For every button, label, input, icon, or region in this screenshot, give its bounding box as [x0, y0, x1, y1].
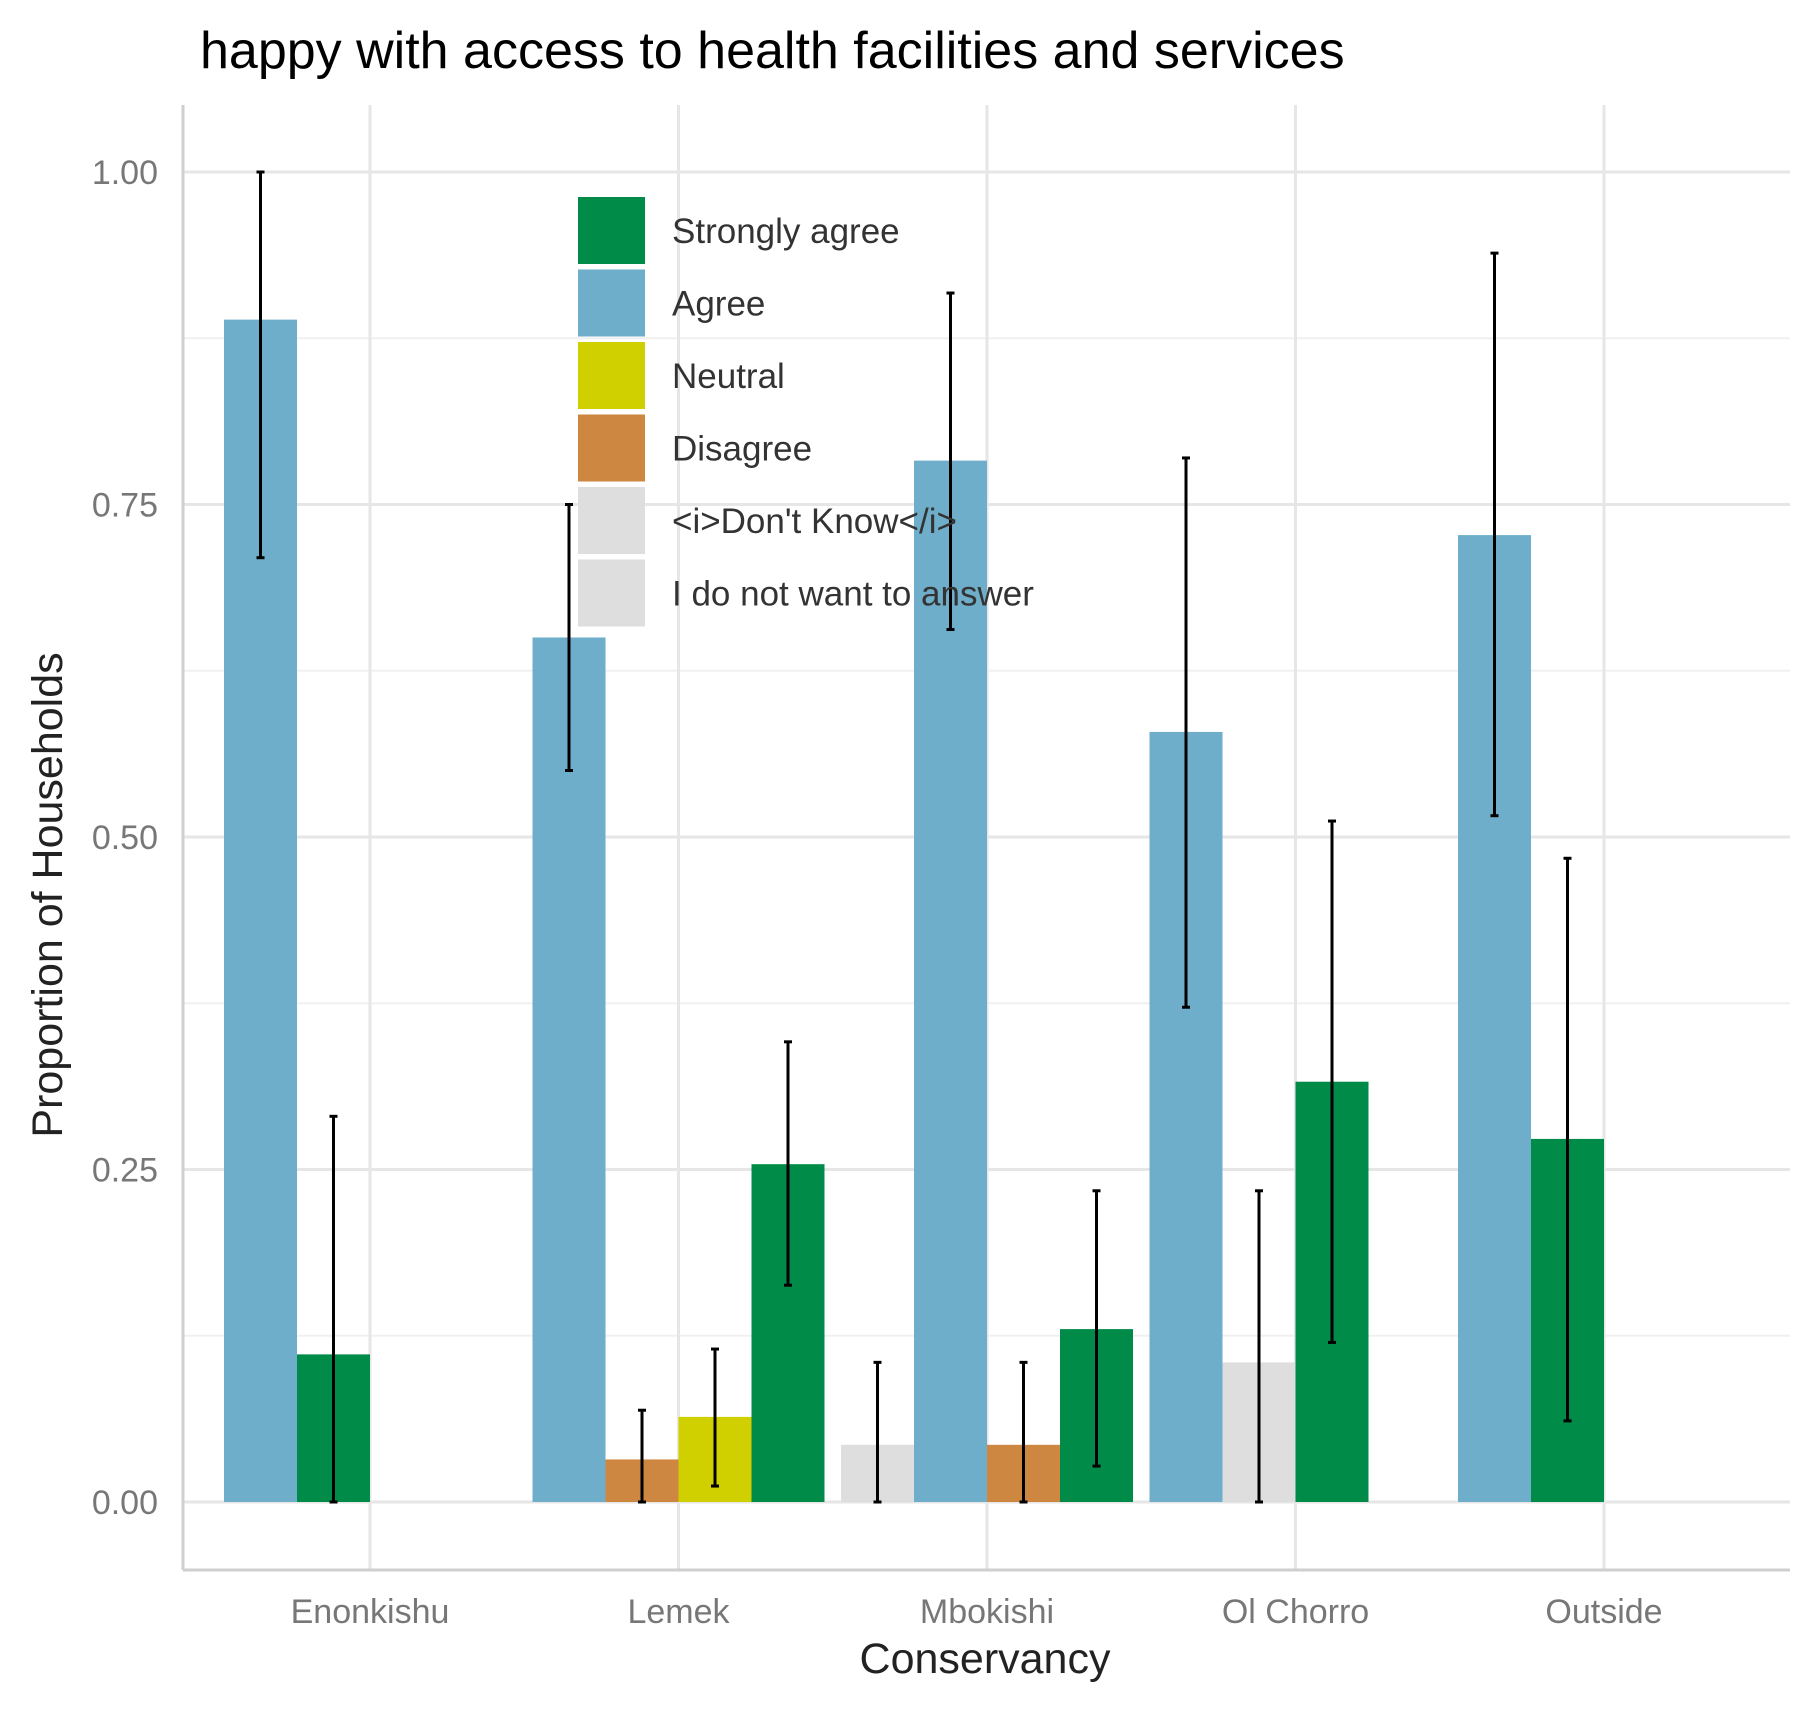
legend-label: Neutral — [672, 357, 785, 396]
x-tick-labels: Enonkishu Lemek Mbokishi Ol Chorro Outside — [291, 1593, 1663, 1631]
y-tick-labels: 0.00 0.25 0.50 0.75 1.00 — [92, 154, 158, 1522]
y-tick-label: 0.25 — [92, 1152, 158, 1190]
legend-swatch — [578, 197, 645, 264]
legend-label: Disagree — [672, 430, 812, 469]
y-axis-title: Proportion of Households — [24, 652, 72, 1137]
y-tick-label: 0.00 — [92, 1484, 158, 1522]
bar — [532, 637, 606, 1502]
bar — [914, 460, 987, 1502]
x-tick-label: Enonkishu — [291, 1593, 450, 1631]
legend-swatch — [578, 487, 645, 554]
y-tick-label: 1.00 — [92, 154, 158, 192]
legend-label: Agree — [672, 285, 765, 324]
legend: Strongly agree Agree Neutral Disagree <i>Don… — [578, 197, 1034, 627]
legend-label: Strongly agree — [672, 212, 900, 251]
x-axis-title: Conservancy — [860, 1635, 1111, 1683]
x-tick-label: Outside — [1545, 1593, 1662, 1631]
x-tick-label: Mbokishi — [920, 1593, 1054, 1631]
legend-swatch — [578, 269, 645, 337]
legend-swatch — [578, 559, 645, 627]
error-bars — [256, 170, 1572, 1504]
x-tick-label: Ol Chorro — [1222, 1593, 1369, 1631]
legend-label: <i>Don't Know</i> — [672, 502, 957, 541]
x-tick-label: Lemek — [627, 1593, 730, 1631]
chart-title: happy with access to health facilities a… — [200, 22, 1345, 80]
legend-swatch — [578, 342, 645, 409]
legend-swatch — [578, 414, 645, 482]
y-tick-label: 0.50 — [92, 819, 158, 857]
y-tick-label: 0.75 — [92, 487, 158, 525]
axes — [181, 105, 1790, 1572]
legend-label: I do not want to answer — [672, 575, 1034, 614]
